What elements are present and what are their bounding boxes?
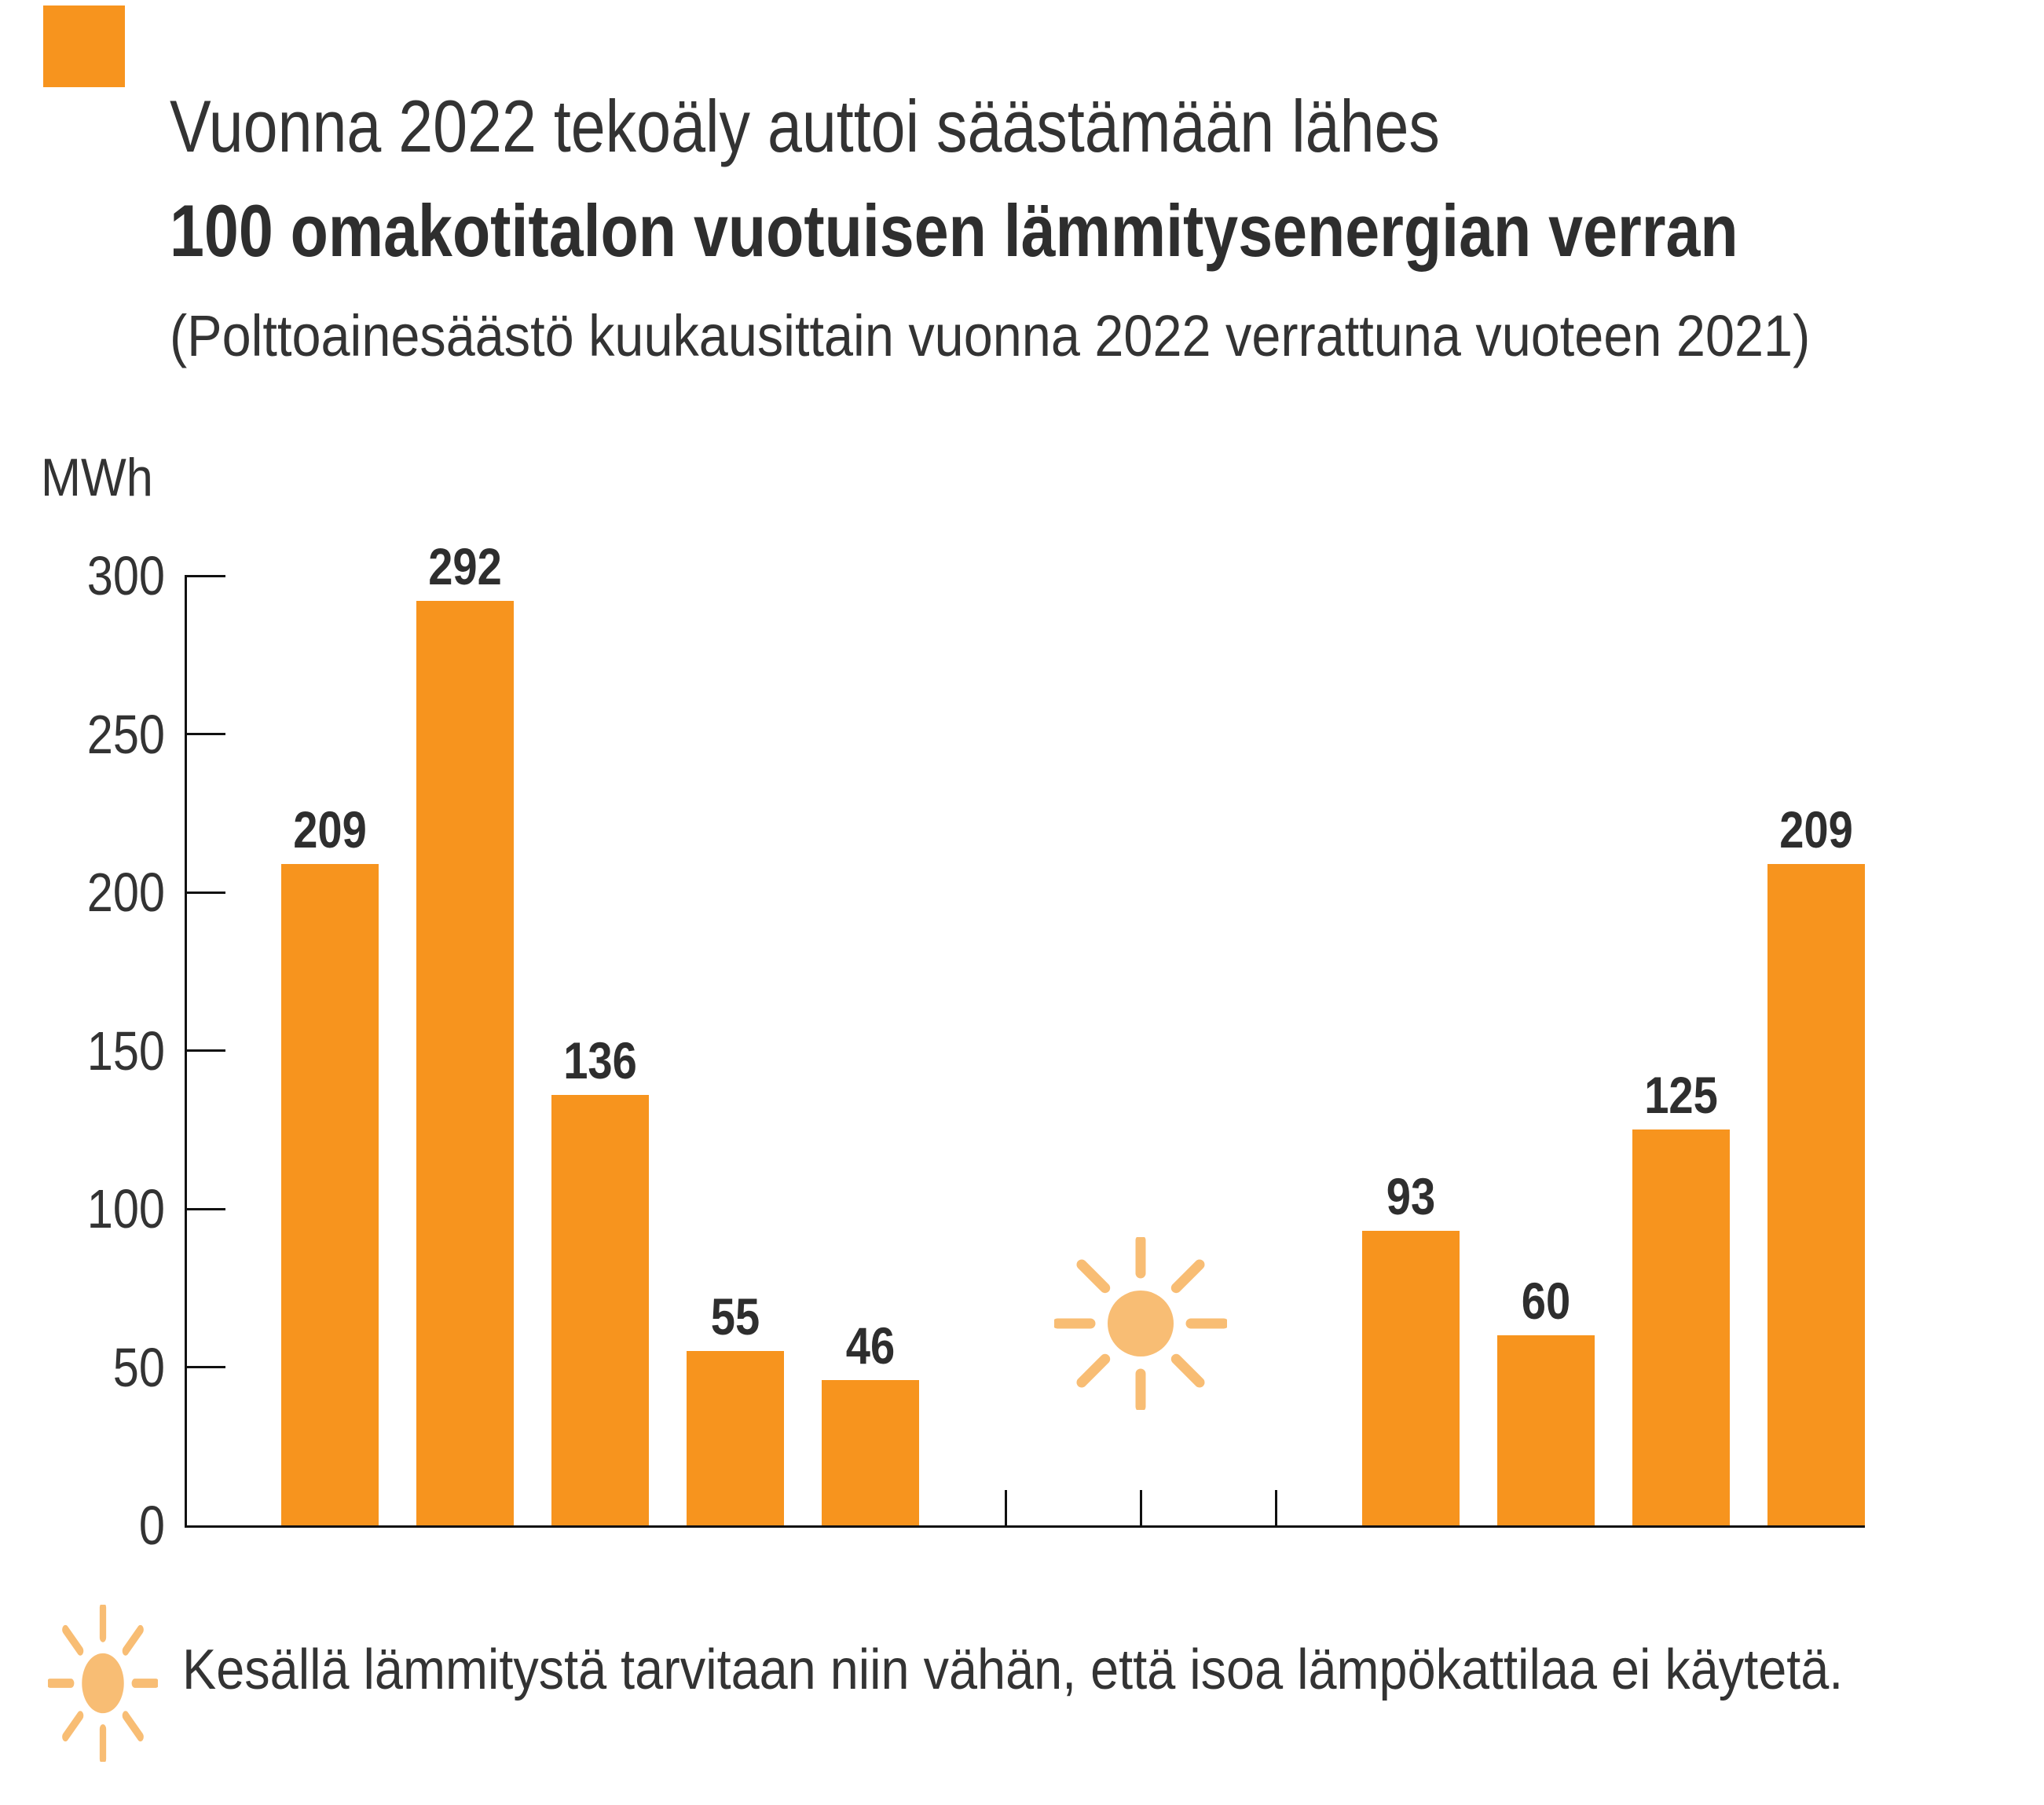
y-tick <box>185 574 225 577</box>
y-tick-label: 300 <box>86 545 165 606</box>
x-tick <box>1274 1490 1277 1525</box>
x-axis-line <box>185 1525 1865 1528</box>
x-tick <box>1004 1490 1007 1525</box>
bar-value-label: 125 <box>1644 1066 1718 1125</box>
bar-value-label: 60 <box>1521 1272 1571 1331</box>
y-tick <box>185 1207 225 1210</box>
y-tick-label: 200 <box>86 862 165 923</box>
y-tick <box>185 733 225 735</box>
bar-value-label: 209 <box>293 800 367 859</box>
bar-value-label: 209 <box>1779 800 1853 859</box>
footnote-text: Kesällä lämmitystä tarvitaan niin vähän,… <box>182 1638 1844 1701</box>
y-tick-label: 250 <box>86 703 165 765</box>
page-title-line2: 100 omakotitalon vuotuisen lämmitysenerg… <box>170 189 1738 272</box>
bar <box>822 1379 919 1525</box>
chart-subtitle: (Polttoainesäästö kuukausittain vuonna 2… <box>170 303 1811 368</box>
y-tick-label: 150 <box>86 1020 165 1082</box>
x-tick <box>1139 1490 1142 1525</box>
y-tick-label: 50 <box>112 1336 165 1398</box>
sun-icon <box>48 1605 158 1762</box>
page-title-line1: Vuonna 2022 tekoäly auttoi säästämään lä… <box>170 85 1440 167</box>
y-tick <box>185 1366 225 1368</box>
bar <box>416 601 514 1525</box>
bar <box>1497 1335 1595 1525</box>
y-tick-label: 100 <box>86 1178 165 1239</box>
bar-value-label: 136 <box>563 1031 637 1089</box>
bar-value-label: 292 <box>428 537 502 596</box>
bar <box>1767 863 1865 1525</box>
y-tick <box>185 1049 225 1052</box>
y-tick <box>185 891 225 894</box>
bar <box>551 1094 649 1525</box>
sun-icon <box>48 1605 158 1762</box>
bar <box>281 863 379 1525</box>
bar-value-label: 46 <box>845 1316 896 1375</box>
bar-value-label: 55 <box>710 1287 760 1346</box>
sun-icon <box>1054 1237 1227 1410</box>
y-axis-unit-label: MWh <box>41 448 153 507</box>
brand-corner-square <box>43 5 125 87</box>
sun-icon <box>1054 1237 1227 1410</box>
bar <box>1632 1129 1730 1525</box>
y-tick-label: 0 <box>138 1495 165 1556</box>
bar <box>1362 1231 1460 1525</box>
bar-value-label: 93 <box>1386 1167 1436 1226</box>
bar <box>687 1351 784 1525</box>
